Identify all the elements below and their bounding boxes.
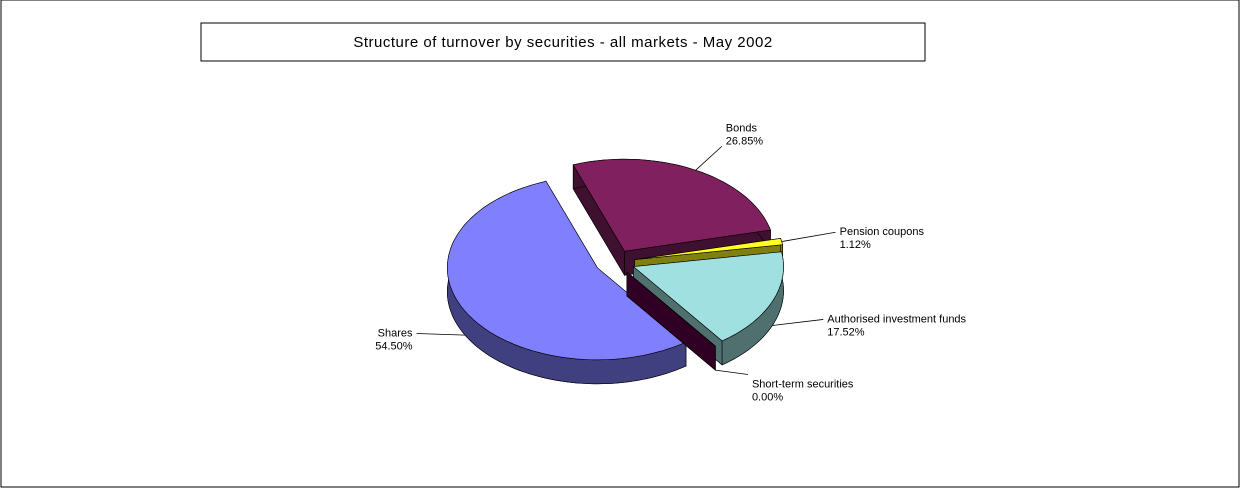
slice-label: Short-term securities (752, 378, 854, 390)
slice (572, 158, 771, 252)
slice-label: Bonds (726, 122, 758, 134)
slice-label: Pension coupons (840, 226, 925, 238)
slice-label: Shares (378, 327, 413, 339)
chart-title: Structure of turnover by securities - al… (353, 34, 772, 51)
slice-label: Authorised investment funds (827, 313, 966, 325)
leader-line (695, 146, 723, 171)
leader-line (715, 369, 749, 375)
title-box (200, 22, 926, 62)
leader-line (772, 319, 824, 326)
slice (632, 251, 784, 342)
slice-value-label: 26.85% (726, 135, 764, 147)
slice (447, 180, 687, 361)
slice (634, 238, 783, 260)
leader-line (781, 231, 836, 242)
slice-value-label: 1.12% (840, 239, 871, 251)
slice (626, 271, 716, 347)
slice-value-label: 0.00% (752, 391, 783, 403)
slice-value-label: 17.52% (827, 326, 865, 338)
slice-value-label: 54.50% (375, 340, 413, 352)
leader-line (416, 333, 466, 336)
